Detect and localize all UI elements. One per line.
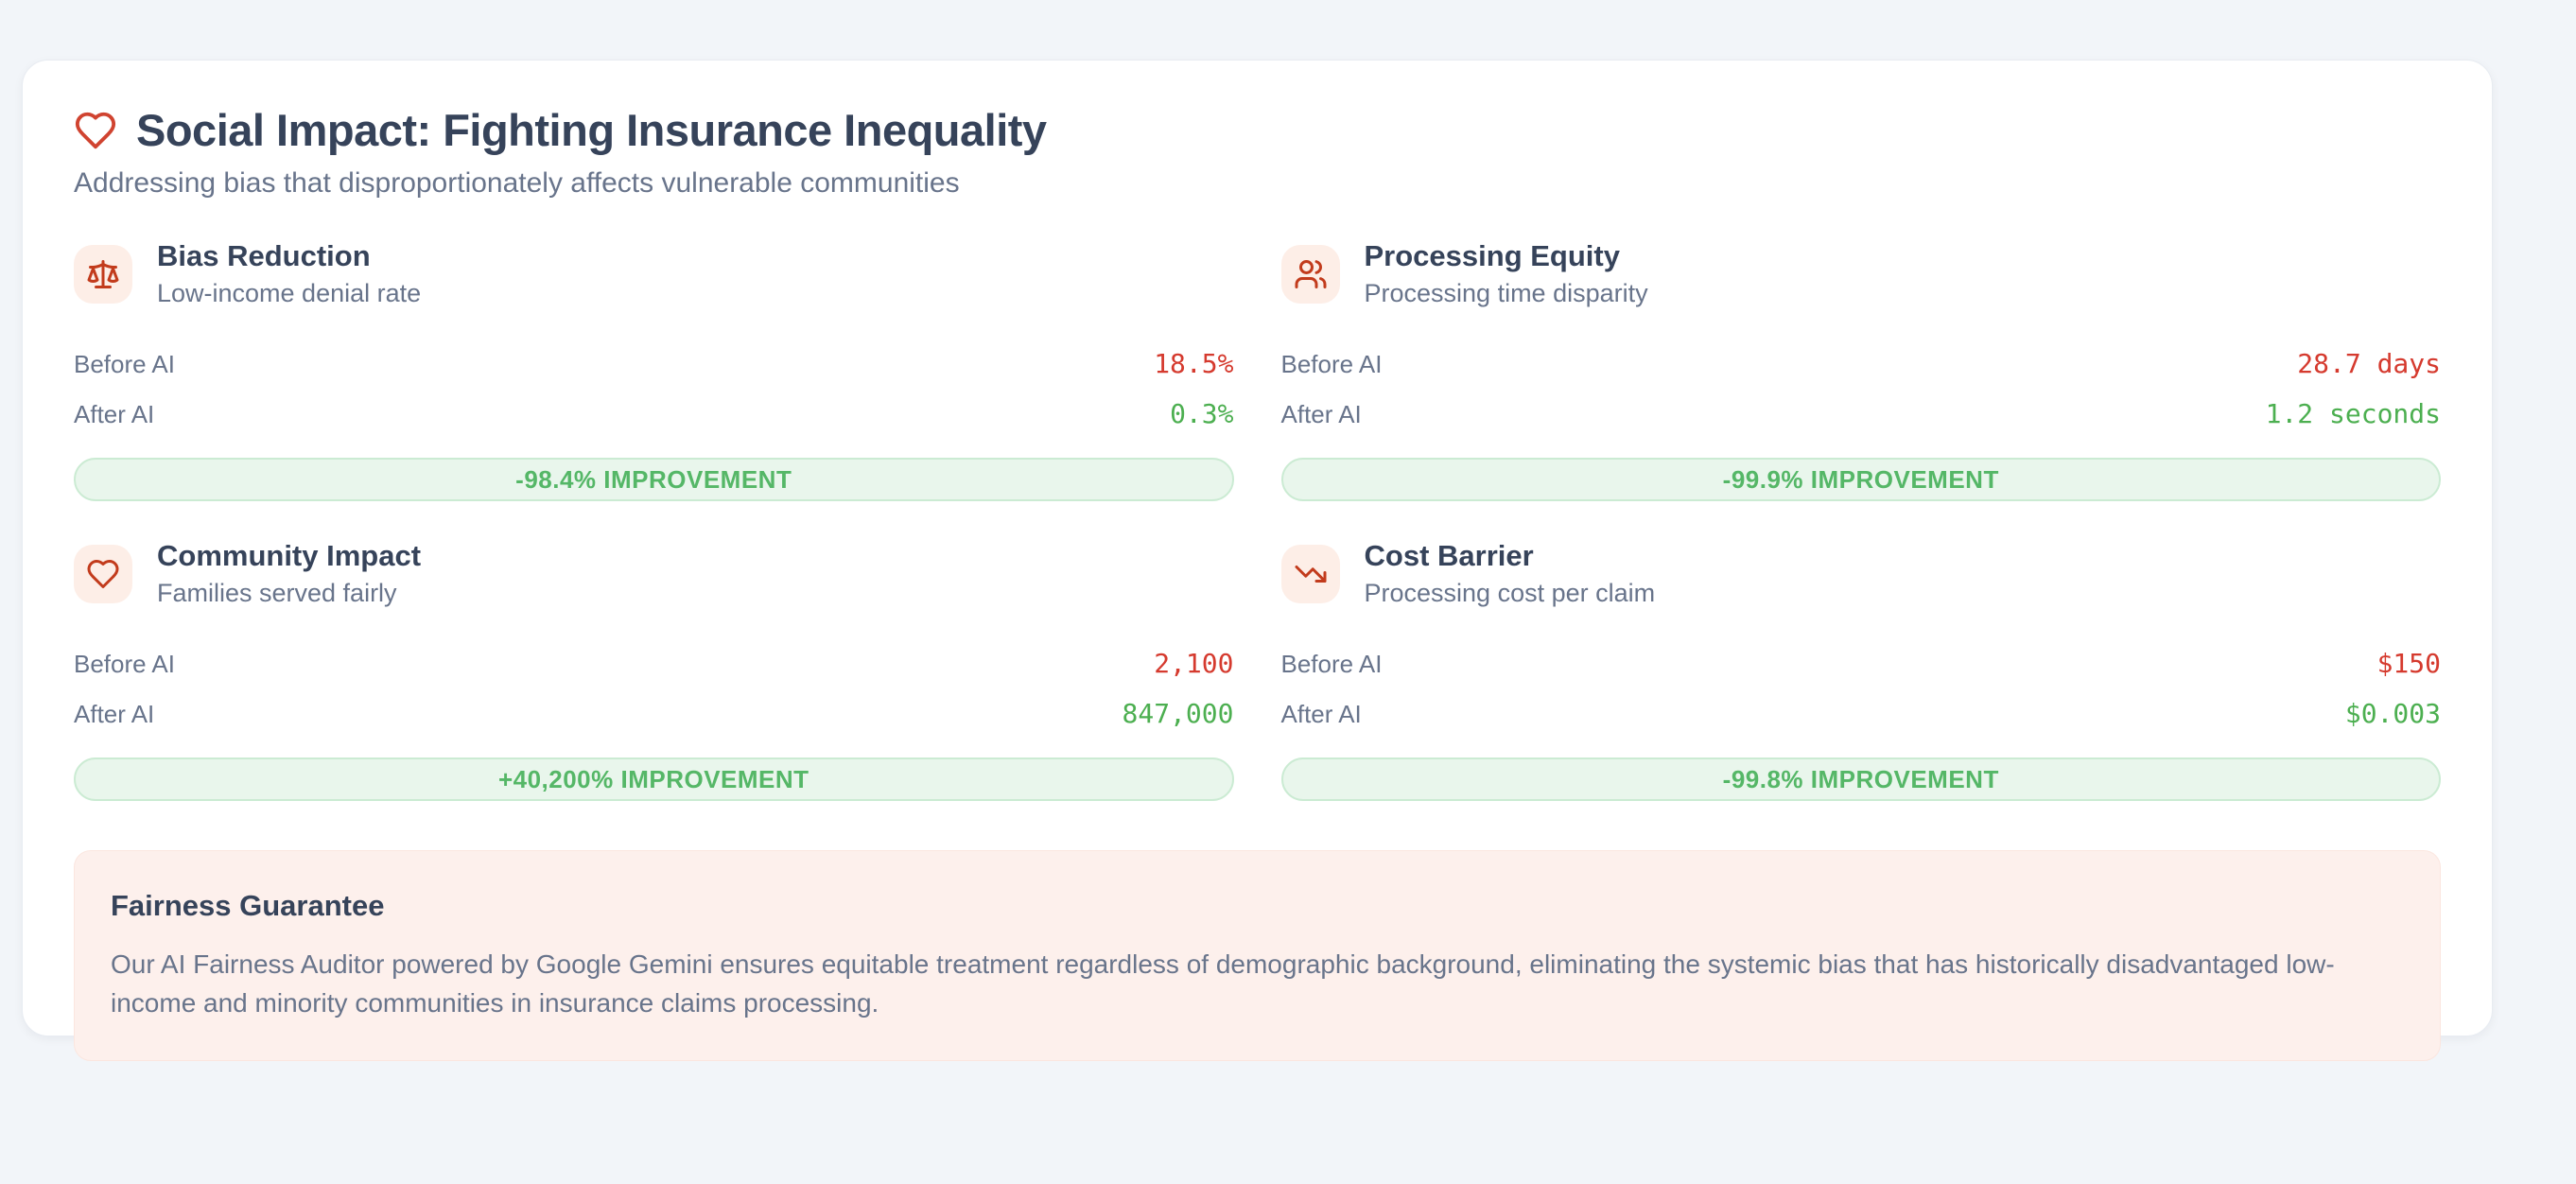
before-ai-row: Before AI 18.5% bbox=[74, 339, 1234, 389]
after-ai-row: After AI 847,000 bbox=[74, 688, 1234, 739]
before-ai-label: Before AI bbox=[1280, 350, 1383, 378]
heart-icon bbox=[74, 109, 117, 152]
after-ai-label: After AI bbox=[1280, 400, 1362, 428]
metric-community-impact: Community Impact Families served fairly … bbox=[74, 539, 1234, 801]
after-ai-value: 0.3% bbox=[1170, 398, 1234, 429]
card-header: Social Impact: Fighting Insurance Inequa… bbox=[74, 104, 2441, 156]
metric-title: Community Impact bbox=[157, 539, 422, 572]
before-ai-row: Before AI $150 bbox=[1281, 638, 2442, 688]
after-ai-label: After AI bbox=[74, 400, 155, 428]
metrics-grid: Bias Reduction Low-income denial rate Be… bbox=[74, 239, 2441, 801]
fairness-guarantee-title: Fairness Guarantee bbox=[111, 889, 385, 922]
metric-subtitle: Low-income denial rate bbox=[157, 279, 422, 307]
metric-title: Processing Equity bbox=[1364, 239, 1620, 272]
improvement-badge: -99.9% IMPROVEMENT bbox=[1280, 458, 2441, 501]
users-icon bbox=[1280, 244, 1340, 304]
improvement-badge: +40,200% IMPROVEMENT bbox=[74, 757, 1234, 801]
before-ai-value: 28.7 days bbox=[2297, 348, 2441, 379]
before-ai-value: 2,100 bbox=[1154, 648, 1234, 679]
metric-subtitle: Processing time disparity bbox=[1364, 279, 1648, 307]
before-ai-label: Before AI bbox=[1280, 650, 1383, 678]
before-ai-label: Before AI bbox=[74, 650, 175, 678]
social-impact-card: Social Impact: Fighting Insurance Inequa… bbox=[22, 60, 2493, 1062]
after-ai-value: 847,000 bbox=[1122, 698, 1234, 729]
after-ai-value: $0.003 bbox=[2344, 698, 2441, 729]
after-ai-row: After AI 1.2 seconds bbox=[1281, 389, 2442, 439]
metric-processing-equity: Processing Equity Processing time dispar… bbox=[1280, 239, 2442, 501]
page-title: Social Impact: Fighting Insurance Inequa… bbox=[136, 105, 1047, 155]
improvement-badge: -99.8% IMPROVEMENT bbox=[1280, 757, 2441, 801]
after-ai-value: 1.2 seconds bbox=[2265, 398, 2441, 429]
metric-bias-reduction: Bias Reduction Low-income denial rate Be… bbox=[74, 239, 1234, 501]
before-ai-row: Before AI 2,100 bbox=[74, 638, 1234, 688]
after-ai-label: After AI bbox=[1280, 700, 1362, 728]
metric-title: Bias Reduction bbox=[157, 239, 371, 272]
heart-icon bbox=[74, 544, 132, 603]
metric-subtitle: Processing cost per claim bbox=[1364, 579, 1656, 607]
improvement-badge: -98.4% IMPROVEMENT bbox=[74, 458, 1234, 501]
before-ai-value: $150 bbox=[2376, 648, 2441, 679]
metric-cost-barrier: Cost Barrier Processing cost per claim B… bbox=[1280, 539, 2442, 801]
metric-subtitle: Families served fairly bbox=[157, 579, 397, 607]
after-ai-row: After AI 0.3% bbox=[74, 389, 1234, 439]
trending-down-icon bbox=[1280, 544, 1340, 603]
fairness-guarantee-panel: Fairness Guarantee Our AI Fairness Audit… bbox=[74, 850, 2441, 1062]
scale-icon bbox=[74, 244, 132, 304]
after-ai-row: After AI $0.003 bbox=[1281, 688, 2442, 739]
before-ai-value: 18.5% bbox=[1154, 348, 1234, 379]
before-ai-row: Before AI 28.7 days bbox=[1281, 339, 2442, 389]
after-ai-label: After AI bbox=[74, 700, 155, 728]
fairness-guarantee-body: Our AI Fairness Auditor powered by Googl… bbox=[111, 949, 2335, 1018]
metric-title: Cost Barrier bbox=[1364, 539, 1534, 572]
page-subtitle: Addressing bias that disproportionately … bbox=[74, 167, 960, 199]
before-ai-label: Before AI bbox=[74, 350, 175, 378]
